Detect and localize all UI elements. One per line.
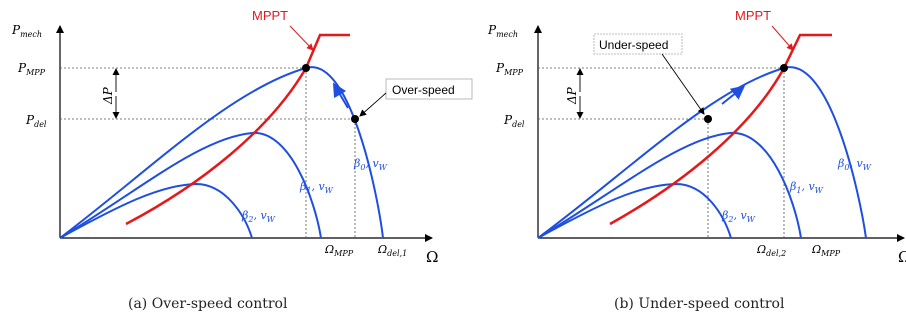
callout-pointer (359, 92, 387, 117)
curve-beta1-label: β1, vW (299, 180, 334, 195)
direction-arrow (332, 82, 349, 109)
curve-beta2-label: β2, vW (721, 209, 756, 224)
mppt-label: MPPT (252, 8, 288, 23)
callout-text: Over-speed (392, 83, 455, 97)
caption-b: (b) Under-speed control (614, 296, 785, 312)
x-axis-label: Ω (898, 248, 906, 266)
panel-a: Pmech Ω PMPP Pdel ΔP MPPT Over-speed β0,… (11, 8, 473, 312)
curve-beta1-label: β1, vW (789, 180, 824, 195)
mppt-curve (609, 33, 832, 226)
curve-beta2-label: β2, vW (241, 209, 276, 224)
x-axis-label: Ω (426, 248, 438, 266)
callout-box (385, 78, 473, 100)
mppt-label: MPPT (735, 8, 771, 23)
p-mpp-label: PMPP (17, 61, 46, 77)
mpp-point (780, 64, 788, 72)
p-del-label: Pdel (25, 113, 47, 129)
delta-p-label: ΔP (101, 86, 115, 105)
direction-arrow (721, 85, 746, 105)
tick-omega-mpp: ΩMPP (324, 243, 354, 258)
del-point (351, 115, 359, 123)
curve-beta1 (537, 131, 802, 239)
p-mpp-label: PMPP (495, 61, 524, 77)
tick-omega-mpp: ΩMPP (811, 243, 841, 258)
del-point (704, 115, 712, 123)
tick-omega-del2: Ωdel,2 (756, 243, 786, 258)
mppt-pointer (289, 25, 314, 51)
curve-beta0-label: β0, vW (353, 157, 388, 172)
caption-a: (a) Over-speed control (128, 296, 288, 312)
p-del-label: Pdel (503, 113, 525, 129)
callout-box (593, 33, 683, 55)
callout-text: Under-speed (599, 38, 668, 52)
y-axis-label: Pmech (11, 23, 42, 39)
panel-b: Pmech Ω PMPP Pdel ΔP MPPT Under-speed β0… (487, 8, 906, 312)
curve-beta2 (59, 182, 253, 239)
y-axis-label: Pmech (487, 23, 518, 39)
callout-pointer (661, 53, 705, 115)
delta-p-label: ΔP (565, 86, 579, 105)
mpp-point (302, 64, 310, 72)
curve-beta0-label: β0, vW (837, 157, 872, 172)
mppt-pointer (771, 25, 794, 51)
tick-omega-del1: Ωdel,1 (377, 243, 407, 258)
curve-beta1 (59, 131, 322, 239)
mppt-curve (125, 33, 350, 226)
